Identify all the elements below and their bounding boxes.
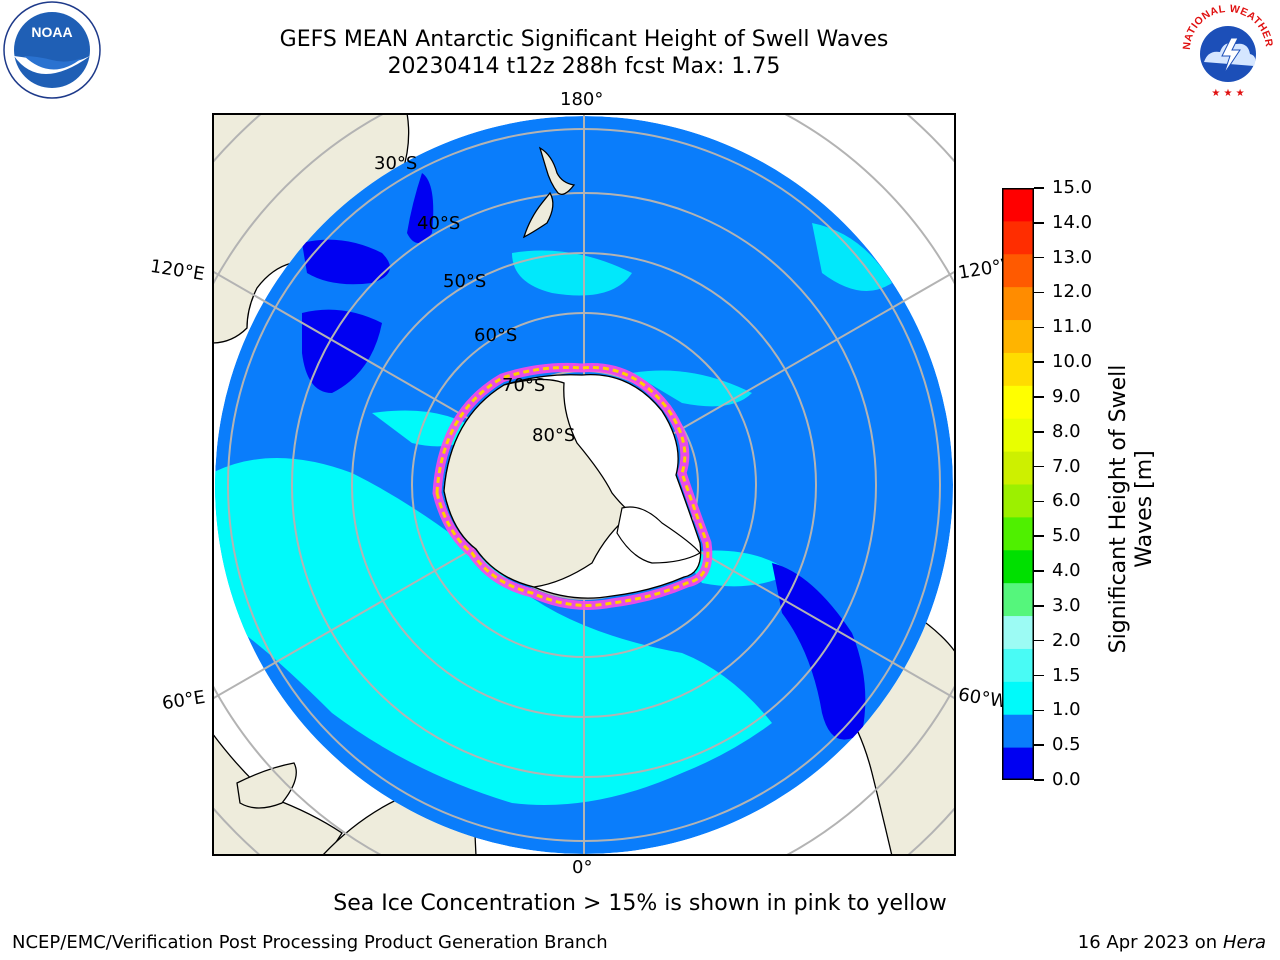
lon-label-0: 0° [572,857,593,878]
lat-label: 80°S [532,425,575,446]
colorbar-tick-label: 1.5 [1052,664,1081,686]
lon-label-60e: 60°E [160,686,207,715]
colorbar-tick-label: 3.0 [1052,594,1081,616]
lat-label: 40°S [417,213,460,234]
colorbar-title: Significant Height of Swell Waves [m] [1106,364,1157,654]
colorbar-segment [1002,747,1034,780]
colorbar-tick-label: 0.0 [1052,769,1081,790]
colorbar-tick [1034,639,1044,642]
footer-host: Hera [1222,932,1266,953]
map-title: GEFS MEAN Antarctic Significant Height o… [279,27,889,52]
svg-text:★ ★ ★: ★ ★ ★ [1211,88,1244,99]
colorbar-tick-label: 11.0 [1052,316,1093,338]
colorbar-tick [1034,361,1044,363]
colorbar-tick [1034,326,1044,329]
colorbar-tick [1034,222,1044,224]
colorbar-segment [1002,516,1034,551]
lon-label-180: 180° [560,89,604,110]
colorbar-tick [1034,709,1044,712]
lat-label: 30°S [374,153,417,174]
colorbar-segment [1002,188,1034,222]
lon-label-120e: 120°E [148,255,207,286]
lat-label: 60°S [474,325,517,346]
colorbar-segment [1002,319,1034,353]
colorbar-tick-label: 4.0 [1052,560,1081,582]
colorbar-tick [1034,431,1044,433]
sea-ice-caption: Sea Ice Concentration > 15% is shown in … [333,891,947,916]
colorbar-segment [1002,253,1034,288]
colorbar-tick-label: 7.0 [1052,455,1081,477]
colorbar-segment [1002,352,1034,386]
colorbar-segment [1002,714,1034,748]
colorbar-tick-label: 15.0 [1052,177,1093,198]
lat-label: 70°S [502,375,545,396]
colorbar-segment [1002,615,1034,649]
footer-date-text: 16 Apr 2023 on [1077,932,1223,953]
colorbar-segment [1002,484,1034,518]
colorbar-segment [1002,549,1034,584]
colorbar-tick-label: 10.0 [1052,351,1093,373]
colorbar-tick [1034,570,1044,572]
colorbar-segment [1002,582,1034,617]
colorbar-tick-label: 2.0 [1052,629,1081,651]
svg-text:NOAA: NOAA [31,24,72,40]
colorbar-tick-label: 9.0 [1052,385,1081,407]
colorbar-segment [1002,220,1034,255]
lat-label: 50°S [443,271,486,292]
colorbar-tick [1034,779,1044,781]
colorbar-tick [1034,744,1044,746]
colorbar-tick-label: 0.5 [1052,734,1081,756]
colorbar-tick [1034,535,1044,537]
colorbar-tick-label: 1.0 [1052,699,1081,721]
colorbar-tick [1034,291,1044,294]
colorbar-segment [1002,286,1034,321]
colorbar-tick [1034,465,1044,468]
land-antarctica [432,362,713,610]
colorbar-tick-label: 12.0 [1052,281,1093,303]
colorbar-tick-label: 5.0 [1052,525,1081,547]
colorbar-tick [1034,256,1044,259]
colorbar-tick [1034,674,1044,677]
colorbar-segment [1002,648,1034,682]
noaa-logo: NOAA [3,1,101,99]
footer-date: 16 Apr 2023 on Hera [1078,932,1266,953]
nws-logo: NATIONAL WEATHER SERVICE ★ ★ ★ [1176,0,1275,99]
colorbar-segment [1002,451,1034,485]
colorbar-tick-label: 13.0 [1052,246,1093,268]
colorbar [1002,188,1034,780]
land-new-zealand [522,146,576,239]
colorbar-segment [1002,681,1034,715]
colorbar-tick [1034,500,1044,503]
colorbar-segment [1002,385,1034,419]
colorbar-tick [1034,396,1044,398]
latitude-labels: 30°S 40°S 50°S 60°S 70°S 80°S [374,153,575,446]
colorbar-segment [1002,418,1034,452]
footer-credit: NCEP/EMC/Verification Post Processing Pr… [12,932,608,953]
colorbar-tick [1034,605,1044,607]
colorbar-tick [1034,187,1044,189]
polar-map: 30°S 40°S 50°S 60°S 70°S 80°S [212,113,956,856]
colorbar-tick-label: 6.0 [1052,490,1081,512]
map-subtitle: 20230414 t12z 288h fcst Max: 1.75 [387,54,781,79]
colorbar-tick-label: 14.0 [1052,211,1093,233]
colorbar-tick-label: 8.0 [1052,420,1081,442]
